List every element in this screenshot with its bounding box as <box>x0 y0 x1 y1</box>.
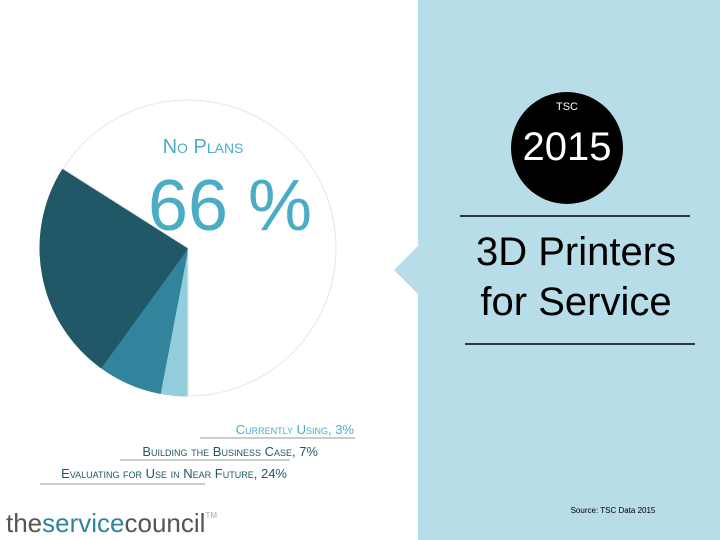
legend-entry: Building the Business Case, 7% <box>142 444 318 459</box>
pointer <box>394 246 418 294</box>
pie-slice <box>62 99 337 397</box>
legend-entry: Currently Using, 3% <box>236 422 355 437</box>
badge <box>511 92 623 204</box>
pie-slice <box>39 168 189 369</box>
value-label: 66 % <box>148 166 312 246</box>
chart-title: 3D Printers <box>476 230 676 274</box>
slice-label: No Plans <box>163 136 244 158</box>
source: Source: TSC Data 2015 <box>571 506 656 515</box>
pie <box>39 99 337 397</box>
badge-label: TSC <box>556 101 578 113</box>
logo: theservicecouncilTM <box>6 508 217 538</box>
side-panel <box>418 0 720 540</box>
badge-year: 2015 <box>523 125 612 169</box>
legend-entry: Evaluating for Use in Near Future, 24% <box>61 466 287 481</box>
chart-title: for Service <box>480 280 671 324</box>
